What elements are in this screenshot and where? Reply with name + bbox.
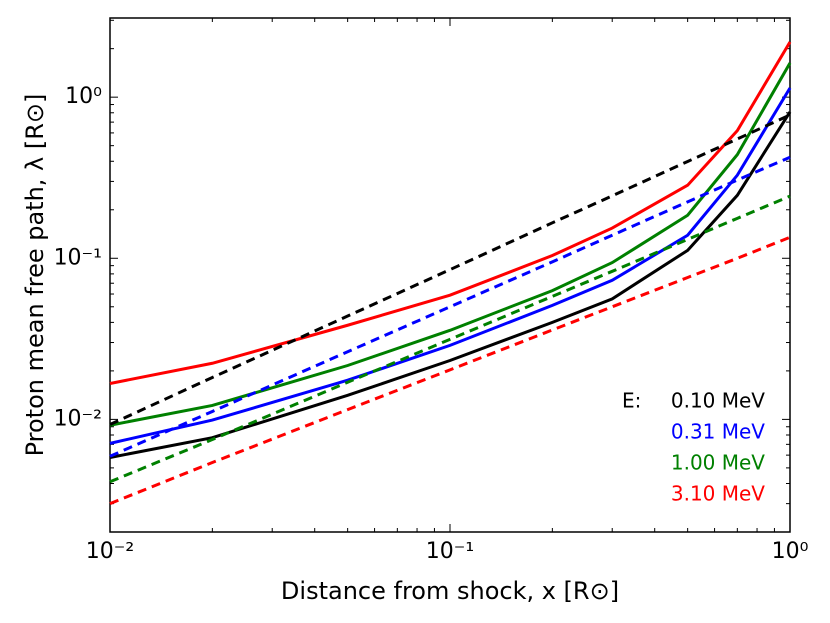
series-line (109, 194, 791, 484)
x-tick-label: 10⁻¹ (426, 539, 474, 564)
series-line (109, 111, 792, 459)
series-line (109, 155, 791, 458)
y-tick-label: 10⁻¹ (54, 245, 102, 270)
y-tick-label: 10⁻² (54, 406, 102, 431)
y-tick-label: 10⁰ (65, 84, 102, 109)
series-line (109, 235, 791, 506)
x-axis-label: Distance from shock, x [R⊙] (281, 577, 619, 605)
series-line (109, 62, 792, 427)
legend-label: 0.10 MeV (671, 389, 765, 413)
legend-title: E: (622, 389, 641, 413)
x-tick-label: 10⁰ (772, 539, 809, 564)
y-axis-label: Proton mean free path, λ [R⊙] (21, 94, 49, 457)
series-line (109, 41, 792, 385)
x-tick-label: 10⁻² (86, 539, 134, 564)
legend-label: 0.31 MeV (671, 420, 765, 444)
legend-label: 3.10 MeV (671, 482, 765, 506)
series-line (109, 87, 792, 445)
legend-label: 1.00 MeV (671, 451, 765, 475)
series-line (109, 113, 791, 426)
